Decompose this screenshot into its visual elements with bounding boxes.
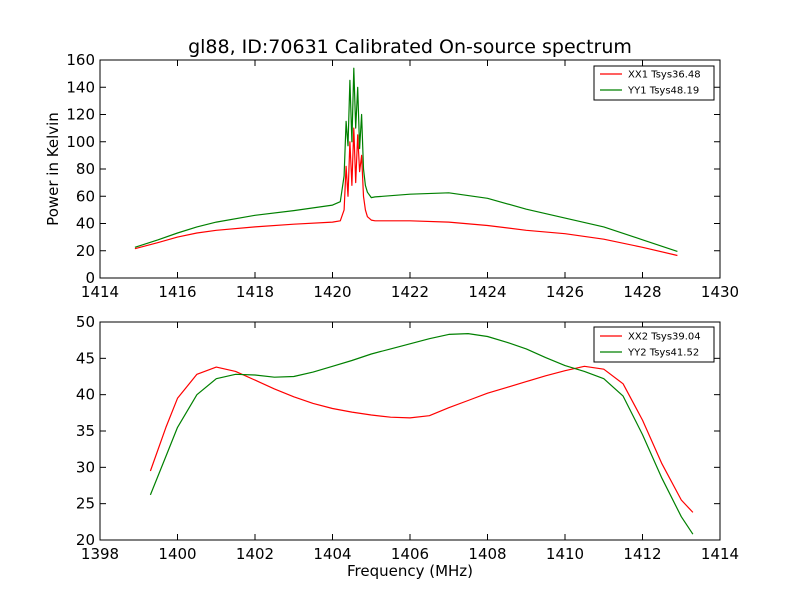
- top-series-line-1: [134, 127, 678, 257]
- bottom-xtick-label: 1414: [701, 545, 739, 563]
- top-ylabel: Power in Kelvin: [44, 112, 62, 226]
- bottom-xtick-label: 1402: [236, 545, 274, 563]
- bottom-xtick-label: 1404: [313, 545, 351, 563]
- bottom-xlabel: Frequency (MHz): [347, 562, 473, 580]
- bottom-ytick-label: 45: [76, 349, 95, 367]
- top-axis-ticks: 1414 1416 1418 1420 1422 1424 1426 1428 1430 0 20 4…: [66, 51, 739, 301]
- top-xtick-label: 1414: [81, 283, 119, 301]
- bottom-ytick-label: 35: [76, 422, 95, 440]
- bottom-legend-label-xx2: XX2 Tsys39.04: [628, 332, 701, 343]
- bottom-legend-label-yy2: YY2 Tsys41.52: [627, 348, 699, 359]
- top-ytick-label: 0: [85, 269, 95, 287]
- top-xtick-label: 1424: [468, 283, 506, 301]
- top-series-group: [134, 67, 678, 257]
- top-ytick-label: 80: [76, 160, 95, 178]
- figure-title: gl88, ID:70631 Calibrated On-source spec…: [188, 36, 632, 58]
- top-ytick-label: 120: [66, 106, 95, 124]
- bottom-xtick-label: 1412: [623, 545, 661, 563]
- top-panel: 1414 1416 1418 1420 1422 1424 1426 1428 1430 0 20 4…: [44, 51, 739, 301]
- bottom-xtick-label: 1408: [468, 545, 506, 563]
- bottom-ytick-label: 30: [76, 458, 95, 476]
- top-legend-label-yy1: YY1 Tsys48.19: [627, 86, 699, 97]
- bottom-legend-box: [593, 326, 715, 363]
- top-xtick-label: 1430: [701, 283, 739, 301]
- top-xtick-label: 1420: [313, 283, 351, 301]
- top-xtick-label: 1428: [623, 283, 661, 301]
- top-ytick-label: 40: [76, 215, 95, 233]
- bottom-axis-ticks: 1398 1400 1402 1404 1406 1408 1410 1412 1414 20 25…: [76, 313, 739, 563]
- top-xtick-label: 1422: [391, 283, 429, 301]
- bottom-xtick-label: 1400: [158, 545, 196, 563]
- top-legend-box: [593, 65, 715, 101]
- top-ytick-label: 160: [66, 51, 95, 69]
- bottom-xtick-label: 1406: [391, 545, 429, 563]
- bottom-xtick-label: 1410: [546, 545, 584, 563]
- bottom-panel: 1398 1400 1402 1404 1406 1408 1410 1412 1414 20 25…: [76, 313, 739, 580]
- bottom-series-line-2: [149, 333, 694, 535]
- bottom-ytick-label: 50: [76, 313, 95, 331]
- bottom-ytick-label: 20: [76, 531, 95, 549]
- bottom-series-group: [149, 333, 694, 535]
- top-xtick-label: 1426: [546, 283, 584, 301]
- top-series-line-2: [134, 67, 678, 252]
- bottom-ytick-label: 25: [76, 495, 95, 513]
- bottom-xtick-label: 1398: [81, 545, 119, 563]
- top-ytick-label: 60: [76, 187, 95, 205]
- top-legend: XX1 Tsys36.48 YY1 Tsys48.19: [593, 65, 715, 101]
- bottom-legend: XX2 Tsys39.04 YY2 Tsys41.52: [593, 326, 715, 363]
- bottom-ytick-label: 40: [76, 386, 95, 404]
- top-ytick-label: 100: [66, 133, 95, 151]
- bottom-series-line-1: [149, 365, 694, 513]
- top-legend-label-xx1: XX1 Tsys36.48: [628, 70, 701, 81]
- top-ytick-label: 140: [66, 78, 95, 96]
- top-xtick-label: 1416: [158, 283, 196, 301]
- top-ytick-label: 20: [76, 242, 95, 260]
- top-xtick-label: 1418: [236, 283, 274, 301]
